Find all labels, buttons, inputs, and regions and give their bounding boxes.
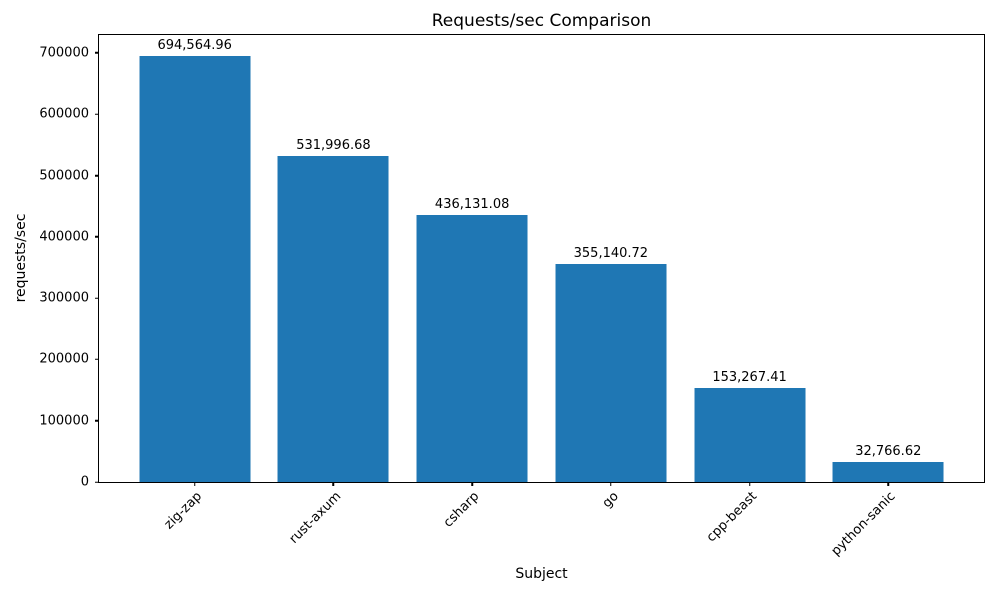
x-tick <box>193 482 196 486</box>
y-tick-label: 700000 <box>39 45 89 61</box>
y-tick-label: 0 <box>80 474 89 490</box>
x-tick <box>471 482 473 486</box>
y-tick <box>95 297 99 299</box>
bar-value-label: 694,564.96 <box>157 38 232 54</box>
bar <box>277 155 389 482</box>
bar <box>416 214 528 482</box>
x-tick-label: cpp-beast <box>704 489 761 546</box>
y-tick-label: 600000 <box>39 106 89 122</box>
x-tick <box>332 482 335 486</box>
bar <box>832 461 944 482</box>
y-tick <box>95 174 99 177</box>
y-tick-label: 300000 <box>39 290 89 306</box>
y-tick <box>95 358 99 361</box>
y-tick <box>95 481 99 483</box>
x-tick <box>748 482 751 486</box>
bar-value-label: 153,267.41 <box>712 370 787 386</box>
chart-title: Requests/sec Comparison <box>431 11 652 31</box>
bar <box>694 388 806 482</box>
x-tick-label: csharp <box>441 489 483 531</box>
x-tick <box>887 482 890 486</box>
bar <box>555 264 667 482</box>
x-tick <box>610 482 612 486</box>
y-tick-label: 100000 <box>39 413 89 429</box>
bar-value-label: 436,131.08 <box>434 196 510 212</box>
y-tick-label: 500000 <box>39 168 89 184</box>
y-tick <box>95 52 99 54</box>
x-tick-label: python-sanic <box>828 489 899 559</box>
x-axis-label: Subject <box>515 566 568 582</box>
x-tick-label: rust-axum <box>286 489 345 547</box>
bar <box>139 56 251 482</box>
y-axis-label: requests/sec <box>13 213 29 303</box>
y-tick <box>95 113 99 115</box>
bar-value-label: 531,996.68 <box>296 137 371 153</box>
x-tick-label: go <box>599 489 622 512</box>
plot-area: 0 100000 200000 300000 400000 500000 600000 700… <box>39 34 985 559</box>
y-tick <box>95 236 99 238</box>
bar-value-label: 355,140.72 <box>573 246 649 262</box>
x-tick-label: zig-zap <box>161 489 206 533</box>
y-tick-label: 400000 <box>39 229 89 245</box>
y-tick <box>95 419 99 422</box>
y-tick-label: 200000 <box>39 351 89 367</box>
bar-value-label: 32,766.62 <box>855 443 922 459</box>
